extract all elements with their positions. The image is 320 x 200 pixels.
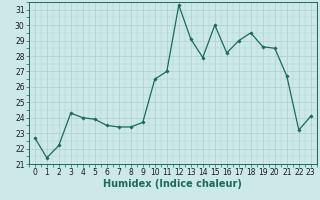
X-axis label: Humidex (Indice chaleur): Humidex (Indice chaleur): [103, 179, 242, 189]
